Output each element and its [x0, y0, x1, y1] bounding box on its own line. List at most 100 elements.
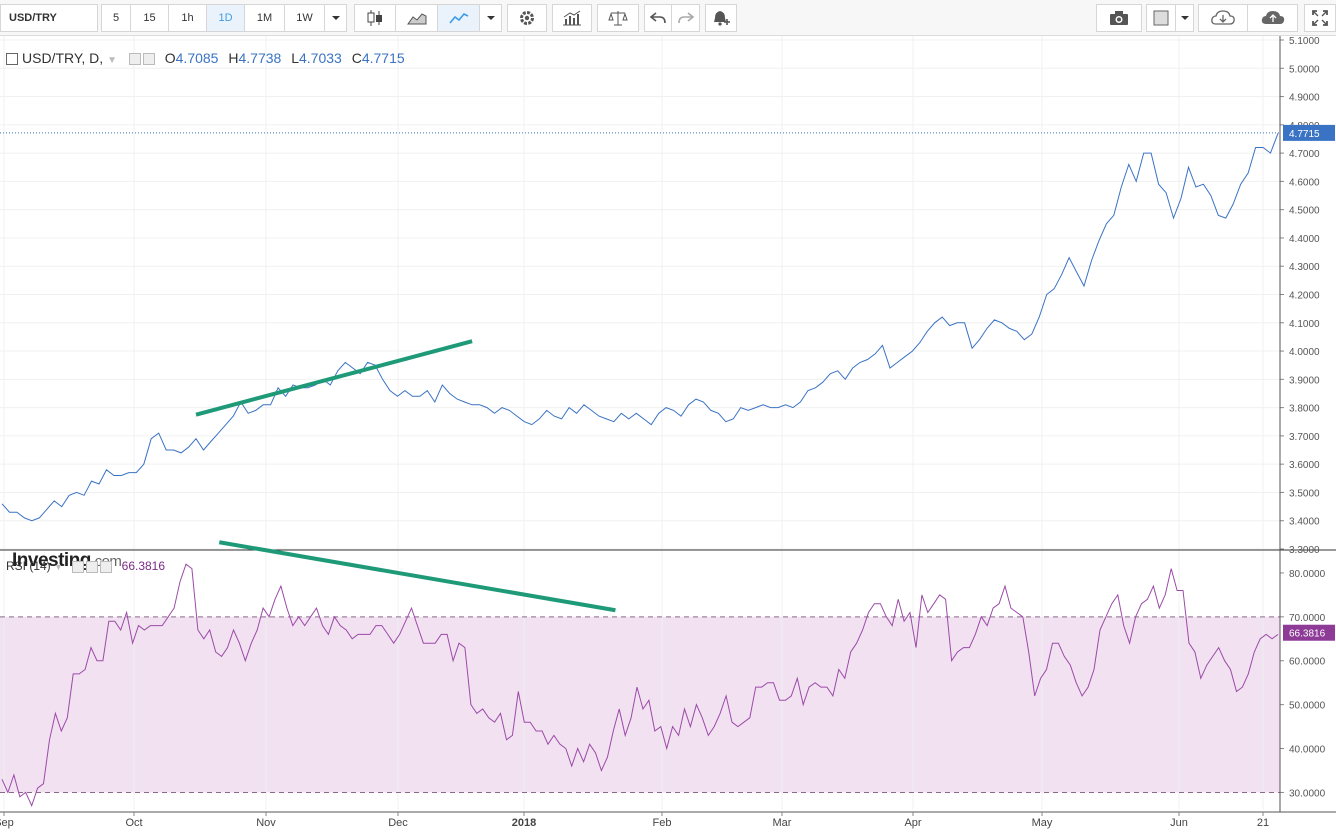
interval-1m[interactable]: 1M — [245, 4, 285, 32]
interval-menu-button[interactable] — [325, 4, 347, 32]
rsi-axis-label: 70.0000 — [1289, 613, 1326, 624]
indicators-icon — [563, 10, 581, 26]
rsi-axis-label: 80.0000 — [1289, 569, 1326, 580]
candlestick-icon — [367, 10, 382, 26]
high-label: H — [228, 50, 239, 66]
price-axis-label: 4.0000 — [1289, 347, 1320, 358]
redo-button[interactable] — [672, 4, 700, 32]
high-value: 4.7738 — [238, 50, 282, 66]
chevron-down-icon — [331, 16, 340, 20]
rsi-legend: RSI (14) ▼ 66.3816 — [6, 559, 165, 573]
interval-15[interactable]: 15 — [131, 4, 169, 32]
area-chart-button[interactable] — [396, 4, 438, 32]
rsi-axis-label: 40.0000 — [1289, 745, 1326, 756]
price-axis-label: 5.0000 — [1289, 64, 1320, 75]
price-series-line — [1, 133, 1279, 522]
price-axis-label: 4.2000 — [1289, 291, 1320, 302]
line-chart-button[interactable] — [438, 4, 480, 32]
price-axis-label: 3.8000 — [1289, 404, 1320, 415]
eye-icon[interactable] — [128, 53, 141, 66]
close-icon[interactable] — [100, 560, 113, 573]
line-chart-icon — [448, 13, 468, 24]
rsi-trend-line[interactable] — [218, 540, 616, 613]
last-price-badge — [1283, 124, 1335, 141]
snapshot-button[interactable] — [1096, 4, 1142, 32]
legend-menu-icon[interactable]: ▼ — [54, 562, 63, 572]
price-axis-label: 3.6000 — [1289, 460, 1320, 471]
time-axis-label: Apr — [904, 817, 921, 829]
undo-icon — [650, 12, 666, 24]
rsi-axis-label: 50.0000 — [1289, 701, 1326, 712]
area-chart-icon — [406, 13, 426, 25]
chevron-down-icon — [486, 16, 495, 20]
time-axis-label: May — [1032, 817, 1053, 829]
time-axis-label: Sep — [0, 817, 14, 829]
undo-button[interactable] — [644, 4, 672, 32]
price-axis-label: 3.3000 — [1289, 545, 1320, 556]
time-axis-label: 2018 — [512, 817, 536, 829]
last-rsi-badge-label: 66.3816 — [1289, 629, 1326, 640]
last-rsi-badge — [1283, 624, 1335, 641]
price-axis-label: 4.4000 — [1289, 234, 1320, 245]
layout-menu-button[interactable] — [1176, 4, 1194, 32]
price-axis-label: 5.1000 — [1289, 36, 1320, 47]
price-axis-label: 4.9000 — [1289, 93, 1320, 104]
symbol-search[interactable]: USD/TRY — [0, 4, 98, 32]
price-axis-label: 3.7000 — [1289, 432, 1320, 443]
price-axis-label: 4.6000 — [1289, 177, 1320, 188]
interval-1d[interactable]: 1D — [207, 4, 245, 32]
price-axis-label: 4.3000 — [1289, 262, 1320, 273]
time-axis-label: Mar — [773, 817, 792, 829]
layout-square-icon — [1153, 10, 1169, 26]
rsi-axis-label: 60.0000 — [1289, 657, 1326, 668]
time-axis-label: Dec — [388, 817, 408, 829]
time-axis-label: Nov — [256, 817, 276, 829]
open-value: 4.7085 — [175, 50, 219, 66]
price-axis-label: 3.4000 — [1289, 517, 1320, 528]
fullscreen-button[interactable] — [1304, 4, 1336, 32]
rsi-series-line — [1, 563, 1279, 807]
price-axis-label: 4.7000 — [1289, 149, 1320, 160]
gear-icon — [520, 11, 534, 25]
interval-1h[interactable]: 1h — [169, 4, 207, 32]
low-value: 4.7033 — [299, 50, 342, 66]
chart-type-menu-button[interactable] — [480, 4, 502, 32]
price-chart-svg[interactable]: 5.10005.00004.90004.80004.70004.60004.50… — [0, 36, 1336, 834]
price-legend: USD/TRY, D, ▼ O4.7085 H4.7738 L4.7033 C4… — [6, 50, 405, 66]
collapse-toggle[interactable] — [6, 53, 18, 66]
time-axis-label: 21 — [1257, 817, 1269, 829]
interval-5[interactable]: 5 — [101, 4, 131, 32]
time-axis-label: Jun — [1170, 817, 1188, 829]
cloud-download-icon — [1211, 10, 1235, 25]
legend-menu-icon[interactable]: ▼ — [107, 55, 117, 66]
time-axis-label: Feb — [653, 817, 672, 829]
layout-button[interactable] — [1146, 4, 1176, 32]
price-axis-label: 4.1000 — [1289, 319, 1320, 330]
eye-icon[interactable] — [72, 560, 85, 573]
rsi-band — [0, 616, 1280, 793]
price-axis-label: 3.5000 — [1289, 488, 1320, 499]
redo-icon — [677, 12, 694, 24]
gear-icon[interactable] — [142, 53, 155, 66]
legend-title: USD/TRY, D, — [22, 50, 104, 66]
compare-button[interactable] — [597, 4, 639, 32]
price-axis-label: 4.5000 — [1289, 206, 1320, 217]
save-chart-button[interactable] — [1248, 4, 1298, 32]
time-axis-label: Oct — [125, 817, 142, 829]
close-label: C — [351, 50, 362, 66]
price-trend-line[interactable] — [195, 339, 473, 417]
bell-plus-icon — [714, 11, 730, 26]
chart-area[interactable]: 5.10005.00004.90004.80004.70004.60004.50… — [0, 36, 1336, 834]
candles-button[interactable] — [354, 4, 396, 32]
chart-toolbar: USD/TRY 5 15 1h 1D 1M 1W — [0, 0, 1336, 36]
indicators-button[interactable] — [552, 4, 592, 32]
settings-button[interactable] — [507, 4, 547, 32]
gear-icon[interactable] — [86, 560, 99, 573]
camera-icon — [1110, 11, 1128, 25]
price-axis-label: 3.9000 — [1289, 375, 1320, 386]
alert-button[interactable] — [705, 4, 737, 32]
rsi-title: RSI (14) — [6, 559, 51, 573]
last-price-badge-label: 4.7715 — [1289, 129, 1320, 140]
load-chart-button[interactable] — [1198, 4, 1248, 32]
interval-1w[interactable]: 1W — [285, 4, 325, 32]
